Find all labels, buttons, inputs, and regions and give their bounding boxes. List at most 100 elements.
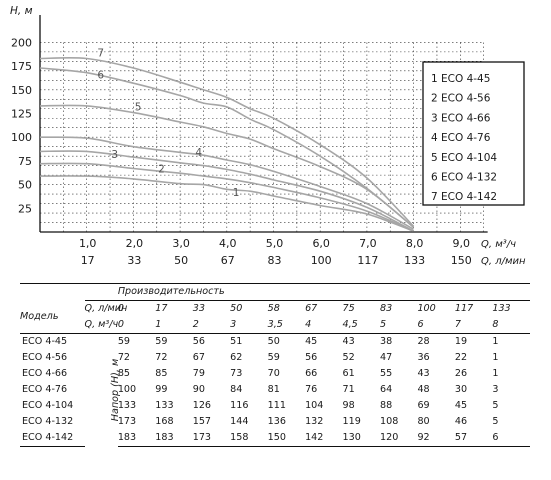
x-tick-label-m3h: 8,0 (406, 237, 424, 250)
x-tick-label-lmin: 67 (221, 254, 235, 267)
table-value-cell: 59 (267, 352, 280, 363)
table-value-cell: 183 (155, 430, 193, 447)
x-tick-label-lmin: 133 (404, 254, 425, 267)
table-spacer (20, 283, 85, 301)
x-tick-label-m3h: 1,0 (79, 237, 97, 250)
productivity-header: Производительность (117, 283, 530, 301)
table-value-cell: 85 (117, 368, 131, 379)
table-model-cell: ECO 4-132 (22, 416, 74, 427)
y-tick-label: 200 (11, 36, 32, 49)
curve-number-label: 1 (233, 187, 240, 199)
table-value-cell: 57 (454, 430, 493, 447)
q-lmin-value: 75 (342, 300, 380, 317)
table-value-cell: 72 (155, 352, 168, 363)
table-value-cell: 126 (192, 400, 212, 411)
curve-series-2 (39, 162, 414, 232)
q-lmin-value: 0 (117, 300, 156, 317)
q-m3h-value: 6 (417, 319, 424, 330)
q-m3h-value: 0 (117, 319, 124, 330)
q-lmin-value: 133 (492, 300, 530, 317)
q-m3h-value: 2 (192, 319, 199, 330)
legend-box (422, 61, 525, 206)
table-value-cell: 81 (267, 384, 280, 395)
q-m3h-value: 3,5 (267, 319, 283, 330)
x-tick-label-lmin: 83 (268, 254, 282, 267)
q-m3h-value: 1 (155, 319, 162, 330)
table-value-cell: 43 (417, 368, 430, 379)
table-value-cell: 52 (342, 352, 355, 363)
q-m3h-label: Q, м³/ч (84, 319, 119, 330)
curve-number-label: 3 (111, 149, 118, 161)
table-value-cell: 30 (454, 384, 468, 395)
table-value-cell: 22 (454, 352, 468, 363)
curve-number-label: 4 (195, 147, 202, 159)
x-tick-label-m3h: 4,0 (219, 237, 237, 250)
table-value-cell: 26 (454, 368, 468, 379)
table-value-cell: 130 (342, 430, 380, 447)
table-value-cell: 59 (155, 333, 193, 350)
table-value-cell: 66 (305, 368, 318, 379)
table-model-cell: ECO 4-76 (22, 384, 68, 395)
q-m3h-value: 5 (379, 319, 387, 330)
x-tick-label-lmin: 150 (451, 254, 472, 267)
table-value-cell: 1 (492, 333, 530, 350)
curve-number-label: 2 (158, 163, 165, 175)
table-value-cell: 3 (492, 384, 499, 395)
q-m3h-value: 4,5 (342, 319, 358, 330)
q-lmin-value: 58 (267, 300, 306, 317)
x-tick-label-m3h: 6,0 (312, 237, 330, 250)
table-value-cell: 28 (417, 333, 455, 350)
table-value-cell: 157 (192, 416, 212, 427)
table-value-cell: 88 (379, 400, 393, 411)
table-value-cell: 36 (417, 352, 430, 363)
table-value-cell: 45 (454, 400, 468, 411)
q-m3h-value: 3 (230, 319, 237, 330)
x-tick-label-m3h: 7,0 (359, 237, 377, 250)
y-tick-label: 50 (18, 179, 32, 192)
table-value-cell: 116 (230, 400, 249, 411)
table-value-cell: 79 (192, 368, 205, 379)
y-axis-label: H, м (10, 5, 33, 17)
table-value-cell: 55 (379, 368, 393, 379)
curve-number-label: 7 (97, 48, 104, 60)
table-value-cell: 80 (417, 416, 430, 427)
x-axis-unit-m3h: Q, м³/ч (481, 239, 516, 250)
table-value-cell: 67 (192, 352, 205, 363)
table-value-cell: 173 (117, 416, 137, 427)
x-tick-label-lmin: 100 (311, 254, 332, 267)
table-value-cell: 150 (267, 430, 306, 447)
x-tick-label-lmin: 117 (357, 254, 378, 267)
table-value-cell: 76 (305, 384, 318, 395)
table-model-cell: ECO 4-56 (22, 352, 68, 363)
table-value-cell: 98 (342, 400, 355, 411)
curve-series-6 (39, 67, 415, 228)
table-model-cell: ECO 4-66 (22, 368, 68, 379)
curve-series-3 (39, 150, 414, 232)
table-value-cell: 61 (342, 368, 355, 379)
table-value-cell: 173 (192, 430, 231, 447)
table-value-cell: 108 (379, 416, 399, 427)
table-value-cell: 56 (192, 333, 231, 350)
table-value-cell: 50 (267, 333, 306, 350)
head-label: Напор (H), м (109, 359, 121, 422)
x-tick-label-lmin: 17 (81, 254, 95, 267)
table-model-cell: ECO 4-142 (20, 430, 85, 447)
table-value-cell: 73 (230, 368, 243, 379)
y-tick-label: 125 (11, 108, 32, 121)
y-tick-label: 150 (11, 84, 32, 97)
q-lmin-value: 117 (454, 300, 493, 317)
q-m3h-value: 4 (305, 319, 312, 330)
table-value-cell: 47 (379, 352, 393, 363)
table-value-cell: 38 (379, 333, 418, 350)
legend-entry: 7 ECO 4-142 (431, 191, 497, 203)
legend-entry: 3 ECO 4-66 (431, 112, 491, 124)
table-value-cell: 144 (230, 416, 249, 427)
y-tick-label: 75 (18, 155, 32, 168)
table-value-cell: 45 (305, 333, 343, 350)
table-value-cell: 133 (155, 400, 174, 411)
table-value-cell: 85 (155, 368, 168, 379)
table-value-cell: 46 (454, 416, 468, 427)
table-value-cell: 5 (492, 416, 499, 427)
table-value-cell: 142 (305, 430, 343, 447)
q-lmin-value: 67 (305, 300, 343, 317)
